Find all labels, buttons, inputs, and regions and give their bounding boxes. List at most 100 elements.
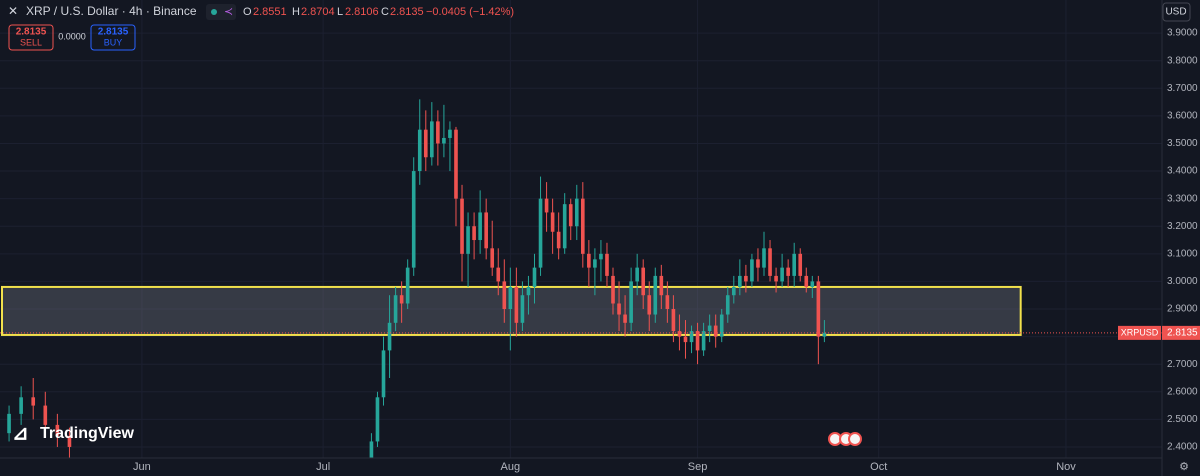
close-icon[interactable]: ✕: [8, 4, 18, 18]
settings-icon[interactable]: ⚙: [1179, 461, 1189, 473]
y-tick-label: 3.0000: [1167, 276, 1198, 287]
candle-body: [399, 295, 404, 304]
candle-body: [574, 198, 579, 227]
close-label: C: [381, 6, 389, 18]
open-label: O: [243, 6, 252, 18]
candle-body: [798, 253, 803, 276]
close-value: 2.8135: [390, 6, 424, 18]
candle-body: [617, 303, 621, 315]
x-tick-label: Oct: [870, 461, 887, 473]
high-value: 2.8704: [301, 6, 335, 18]
candle-body: [683, 336, 688, 343]
candle-body: [810, 281, 815, 287]
grid: [0, 0, 1162, 458]
candle-body: [762, 248, 766, 268]
candle-body: [484, 212, 488, 249]
buy-price: 2.8135: [98, 27, 129, 38]
candle-body: [677, 331, 682, 337]
candle-body: [774, 275, 778, 282]
currency-button[interactable]: [1162, 2, 1191, 22]
flow-icon: ≺: [224, 6, 233, 18]
axes: 3.9000 3.8000 3.7000 3.6000 3.5000 3.4000 3.30…: [133, 28, 1200, 473]
candle-body: [514, 286, 519, 323]
candle-body: [695, 331, 700, 351]
candle-body: [508, 286, 513, 310]
candle-body: [369, 441, 374, 458]
candle-body: [719, 314, 724, 337]
candle-body: [43, 405, 48, 425]
candle-body: [387, 322, 392, 351]
candle-body: [411, 171, 416, 268]
x-tick-label: Jul: [316, 461, 330, 473]
candle-body: [647, 295, 652, 315]
candle-body: [19, 397, 23, 414]
high-label: H: [292, 6, 300, 18]
candle-body: [442, 137, 446, 144]
candle-body: [635, 267, 639, 282]
candle-body: [436, 121, 440, 144]
price-tag-box: [1162, 325, 1200, 340]
logo: TradingView: [40, 425, 135, 442]
symbol-title: XRP / U.S. Dollar · 4h · Binance: [26, 4, 197, 18]
status-dot: [211, 9, 217, 15]
candle-body: [496, 267, 501, 282]
candle-body: [792, 253, 797, 276]
candle-body: [611, 275, 615, 304]
candle-body: [526, 286, 531, 296]
candle-body: [599, 253, 603, 260]
buy-label: BUY: [104, 37, 123, 47]
candle-body: [744, 275, 748, 282]
candle-body: [689, 331, 694, 343]
sell-price: 2.8135: [16, 27, 47, 38]
candle-body: [556, 231, 561, 249]
low-value: 2.8106: [345, 6, 379, 18]
candle-body: [568, 204, 573, 227]
x-tick-label: Jun: [133, 461, 151, 473]
indicator-badge[interactable]: [206, 4, 236, 20]
candle-body: [55, 424, 60, 436]
candle-body: [375, 397, 380, 442]
candle-body: [490, 248, 495, 268]
event-icon[interactable]: [848, 432, 862, 446]
candle-body: [750, 259, 754, 282]
candle-body: [707, 325, 712, 332]
y-tick-label: 3.3000: [1167, 193, 1198, 204]
price-tag-price: 2.8135: [1167, 328, 1198, 339]
open-value: 2.8551: [253, 6, 287, 18]
y-tick-label: 2.4000: [1167, 442, 1198, 453]
candle-body: [665, 295, 670, 310]
candle-body: [641, 267, 646, 296]
sell-label: SELL: [20, 37, 42, 47]
spread: 0.0000: [58, 31, 86, 41]
candle-body: [550, 212, 555, 232]
y-tick-label: 3.7000: [1167, 83, 1198, 94]
candle-body: [417, 129, 422, 172]
candle-body: [478, 212, 482, 241]
change-value: −0.0405 (−1.42%): [426, 6, 514, 18]
y-tick-label: 3.5000: [1167, 138, 1198, 149]
sell-button[interactable]: [8, 24, 54, 51]
candle-body: [502, 281, 507, 310]
x-tick-label: Aug: [501, 461, 521, 473]
candle-body: [605, 253, 609, 276]
candle-body: [738, 275, 742, 287]
candle-body: [653, 275, 658, 315]
candle-body: [430, 121, 434, 158]
candle-body: [67, 435, 72, 447]
y-tick-label: 3.6000: [1167, 111, 1198, 122]
low-label: L: [337, 6, 343, 18]
y-tick-label: 3.4000: [1167, 166, 1198, 177]
candle-body: [701, 331, 706, 351]
candle-body: [562, 204, 567, 249]
plot-area: [0, 99, 1162, 458]
candle-body: [713, 325, 718, 337]
candle-body: [725, 295, 730, 315]
buy-button[interactable]: [90, 24, 136, 51]
y-tick-label: 3.2000: [1167, 221, 1198, 232]
candle-body: [520, 295, 525, 323]
candle-body: [448, 129, 452, 138]
candle-body: [466, 226, 470, 254]
y-tick-label: 3.1000: [1167, 248, 1198, 259]
